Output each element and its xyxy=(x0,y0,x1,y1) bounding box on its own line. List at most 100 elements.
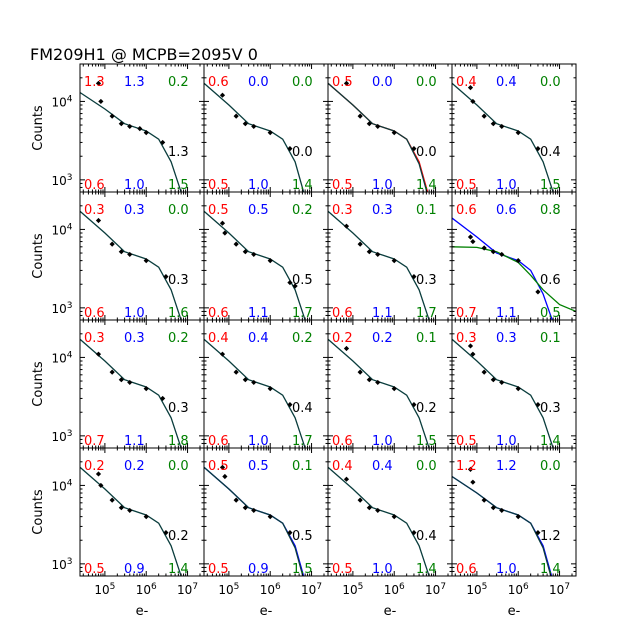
annot-top-red: 0.2 xyxy=(332,331,353,346)
data-point-15-5 xyxy=(391,514,397,520)
annot-top-blue: 0.4 xyxy=(496,75,517,90)
annot-top-blue: 0.3 xyxy=(124,203,145,218)
annot-bottom-red: 0.6 xyxy=(84,178,105,193)
data-point-2-3 xyxy=(242,121,248,127)
annot-top-green: 0.1 xyxy=(540,331,561,346)
annot-bottom-blue: 0.9 xyxy=(248,562,269,577)
x-tick-label: 105 xyxy=(342,582,363,597)
data-point-3-4 xyxy=(375,123,381,130)
data-point-4-7 xyxy=(535,146,541,152)
annot-top-blue: 0.3 xyxy=(124,331,145,346)
data-point-1-6 xyxy=(137,126,143,132)
y-tick-label: 103 xyxy=(51,301,72,316)
annot-top-blue: 0.6 xyxy=(496,203,517,218)
data-point-13-1 xyxy=(95,471,102,477)
annot-mid: 0.5 xyxy=(292,273,313,288)
annot-bottom-green: 1.4 xyxy=(540,434,561,449)
annot-top-green: 0.2 xyxy=(292,331,313,346)
annot-top-red: 0.5 xyxy=(208,459,229,474)
annot-bottom-red: 0.6 xyxy=(208,434,229,449)
annot-top-red: 0.3 xyxy=(84,203,105,218)
data-point-1-7 xyxy=(143,130,149,136)
y-tick-label: 103 xyxy=(51,429,72,444)
data-point-6-1 xyxy=(219,220,226,226)
annot-top-red: 0.6 xyxy=(208,75,229,90)
data-point-13-2 xyxy=(98,482,104,489)
data-point-10-2 xyxy=(233,369,239,375)
data-point-13-6 xyxy=(143,514,149,520)
data-point-16-1 xyxy=(467,466,474,473)
fit-curve-15-1 xyxy=(328,466,430,576)
annot-top-red: 0.3 xyxy=(332,203,353,218)
annot-bottom-blue: 1.0 xyxy=(124,178,145,193)
annot-top-blue: 0.5 xyxy=(248,459,269,474)
data-point-6-3 xyxy=(233,241,239,247)
annot-bottom-red: 0.6 xyxy=(84,306,105,321)
annot-bottom-blue: 1.0 xyxy=(496,562,517,577)
annot-bottom-blue: 0.9 xyxy=(124,562,145,577)
panel-7: 0.3 0.3 0.1 0.3 0.6 1.1 1.7 xyxy=(327,191,453,321)
annot-top-blue: 0.0 xyxy=(248,75,269,90)
data-point-10-5 xyxy=(267,386,273,392)
annot-top-blue: 1.3 xyxy=(124,75,145,90)
data-point-12-4 xyxy=(490,377,496,383)
data-point-15-6 xyxy=(411,530,417,536)
data-point-3-1 xyxy=(343,80,350,86)
annot-top-red: 0.5 xyxy=(208,203,229,218)
annot-top-blue: 0.3 xyxy=(496,331,517,346)
x-tick-label: 105 xyxy=(218,582,239,597)
data-point-4-3 xyxy=(481,113,487,119)
annot-bottom-blue: 1.0 xyxy=(372,434,393,449)
annot-mid: 0.3 xyxy=(416,273,437,288)
fit-curve-12-1 xyxy=(452,338,554,448)
annot-top-green: 0.0 xyxy=(416,459,437,474)
data-point-8-6 xyxy=(515,258,521,264)
data-point-1-5 xyxy=(127,123,133,130)
annot-bottom-red: 0.7 xyxy=(84,434,105,449)
annot-bottom-blue: 1.0 xyxy=(248,434,269,449)
data-point-16-4 xyxy=(490,505,496,511)
annot-bottom-blue: 1.0 xyxy=(496,434,517,449)
x-tick-label: 105 xyxy=(94,582,115,597)
data-point-9-2 xyxy=(109,369,115,375)
data-point-10-3 xyxy=(242,377,248,383)
annot-top-blue: 0.3 xyxy=(372,203,393,218)
annot-top-green: 0.1 xyxy=(416,203,437,218)
panel-8: 0.6 0.6 0.8 0.6 0.7 1.1 0.5 xyxy=(451,191,577,321)
annot-bottom-green: 1.7 xyxy=(292,434,313,449)
y-axis-label: Counts xyxy=(31,361,46,407)
data-point-16-6 xyxy=(515,514,521,520)
annot-bottom-red: 0.5 xyxy=(84,562,105,577)
annot-mid: 0.3 xyxy=(540,401,561,416)
data-point-11-6 xyxy=(411,402,417,408)
annot-mid: 0.3 xyxy=(168,401,189,416)
annot-top-blue: 0.5 xyxy=(248,203,269,218)
annot-bottom-red: 0.7 xyxy=(456,306,477,321)
data-point-4-4 xyxy=(490,121,496,127)
panel-12: 0.3 0.3 0.1 0.3 0.5 1.0 1.4 xyxy=(451,319,577,449)
data-point-8-7 xyxy=(535,289,541,295)
data-point-14-6 xyxy=(267,514,273,520)
data-point-5-2 xyxy=(109,241,115,247)
data-point-14-4 xyxy=(242,505,248,511)
annot-bottom-green: 1.8 xyxy=(168,434,189,449)
data-point-3-3 xyxy=(366,121,372,127)
annot-bottom-green: 1.5 xyxy=(292,562,313,577)
annot-bottom-blue: 1.0 xyxy=(496,178,517,193)
data-point-1-2 xyxy=(98,98,104,105)
y-tick-label: 104 xyxy=(51,478,72,493)
data-point-11-5 xyxy=(391,386,397,392)
annot-mid: 0.6 xyxy=(540,273,561,288)
data-point-2-2 xyxy=(233,113,239,119)
annot-mid: 0.3 xyxy=(168,273,189,288)
annot-bottom-green: 1.5 xyxy=(168,178,189,193)
data-point-5-6 xyxy=(163,274,169,280)
panel-3: 0.5 0.0 0.0 0.0 0.5 1.0 1.4 xyxy=(327,63,453,193)
data-point-14-3 xyxy=(233,497,239,503)
annot-bottom-blue: 1.0 xyxy=(372,562,393,577)
annot-top-green: 0.0 xyxy=(416,75,437,90)
annot-top-green: 0.2 xyxy=(168,75,189,90)
annot-mid: 0.4 xyxy=(416,529,437,544)
annot-top-red: 0.3 xyxy=(84,331,105,346)
panel-11: 0.2 0.2 0.1 0.2 0.6 1.0 1.5 xyxy=(327,319,453,449)
